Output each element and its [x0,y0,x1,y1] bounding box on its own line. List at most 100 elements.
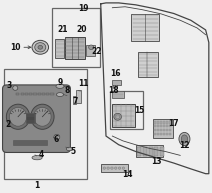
Text: 10: 10 [11,43,21,52]
Bar [166,125,168,127]
Text: 19: 19 [78,4,89,13]
Bar [16,93,19,95]
Text: 17: 17 [169,119,179,128]
Ellipse shape [31,104,54,129]
Bar [160,125,162,127]
Bar [157,129,159,131]
Bar [166,133,168,135]
Bar [143,147,147,156]
Bar [157,125,159,127]
Text: 9: 9 [58,78,63,86]
Bar [154,129,156,131]
Text: 7: 7 [73,97,78,106]
Ellipse shape [56,84,64,88]
Bar [4,69,87,179]
Bar [137,147,141,156]
Bar [50,93,54,95]
Bar [21,93,24,95]
Text: 21: 21 [57,25,68,34]
Text: 20: 20 [76,25,87,34]
Circle shape [13,86,18,90]
Ellipse shape [38,45,43,49]
Bar [154,133,156,135]
Ellipse shape [181,135,188,143]
Ellipse shape [66,147,73,151]
Bar [55,39,64,58]
Bar [160,129,162,131]
Bar [154,125,156,127]
Circle shape [116,115,120,119]
Bar [157,133,159,135]
Text: 22: 22 [91,47,102,56]
Ellipse shape [179,132,190,146]
Ellipse shape [32,40,49,54]
Bar [163,129,165,131]
Bar [160,121,162,124]
Text: 18: 18 [108,86,119,95]
Bar [86,45,95,56]
Ellipse shape [34,107,51,126]
Bar [73,96,76,104]
Circle shape [103,167,106,169]
Bar [101,164,128,172]
Bar [52,8,100,67]
Bar [13,140,47,145]
Bar [33,93,37,95]
Bar [157,121,159,124]
Bar [25,93,28,95]
Bar [166,129,168,131]
Text: 14: 14 [122,170,132,179]
Text: 3: 3 [7,81,12,90]
Text: 13: 13 [152,157,162,166]
Text: 12: 12 [179,141,190,150]
Bar [169,125,171,127]
Bar [153,119,173,138]
Circle shape [114,113,121,120]
Bar [131,14,159,41]
Bar [163,121,165,124]
Ellipse shape [9,107,27,126]
Ellipse shape [6,104,30,129]
Bar [112,104,135,127]
Circle shape [89,45,94,50]
Text: 8: 8 [64,86,70,95]
Bar [160,133,162,135]
Text: 11: 11 [78,80,89,88]
Bar [112,80,121,85]
Text: 16: 16 [110,69,121,78]
Circle shape [118,167,121,169]
Bar [65,37,85,59]
Text: 1: 1 [35,181,40,190]
Bar [136,145,163,157]
Bar [169,133,171,135]
Bar [42,93,45,95]
Bar [38,93,41,95]
Bar [149,147,152,156]
Text: 4: 4 [39,150,44,159]
Bar [112,91,124,98]
Bar [110,91,143,129]
Bar [166,121,168,124]
Ellipse shape [35,43,46,52]
Ellipse shape [32,156,42,160]
Text: 2: 2 [6,120,11,129]
Bar [26,113,35,123]
Bar [169,129,171,131]
Circle shape [54,134,60,140]
Bar [160,147,164,156]
Bar [169,121,171,124]
Bar [138,52,158,77]
Circle shape [111,167,113,169]
Text: 6: 6 [54,135,59,144]
Text: 5: 5 [71,147,76,156]
Bar [76,90,81,103]
Circle shape [107,167,109,169]
Bar [163,125,165,127]
Bar [29,93,32,95]
Bar [154,147,158,156]
Circle shape [122,167,125,169]
Bar [163,133,165,135]
Text: 15: 15 [134,106,144,114]
Circle shape [114,167,117,169]
FancyBboxPatch shape [3,85,70,152]
